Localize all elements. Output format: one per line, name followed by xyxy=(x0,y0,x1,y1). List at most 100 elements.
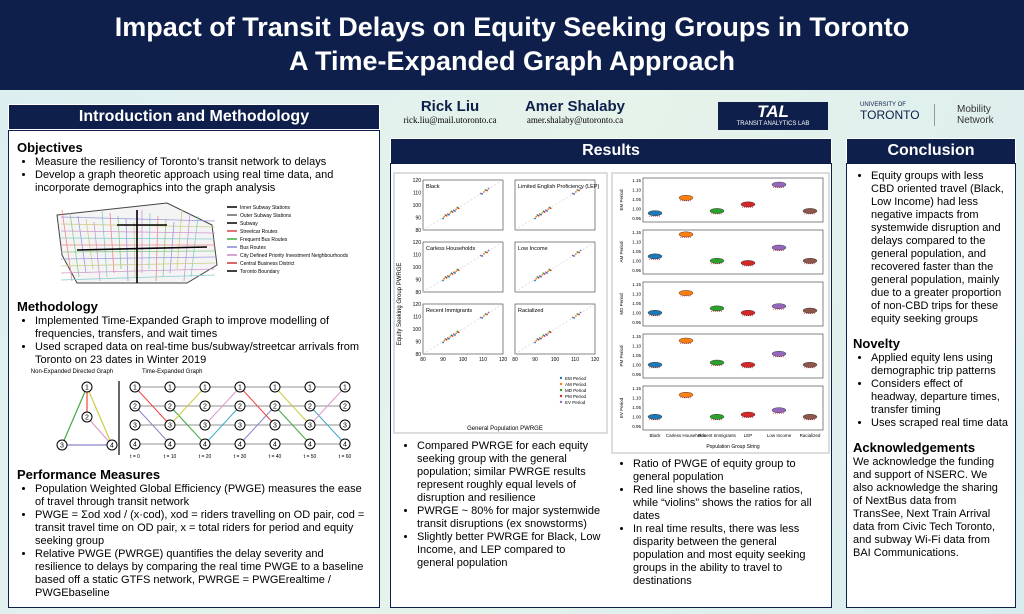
node xyxy=(129,419,141,431)
edge xyxy=(169,405,206,445)
node-label: 2 xyxy=(273,404,277,411)
dot xyxy=(481,255,484,257)
tick-label: 0.95 xyxy=(632,372,641,377)
dot xyxy=(578,189,580,192)
tick-label: 1.10 xyxy=(632,240,641,245)
figure-title: Time-Expanded Graph xyxy=(142,369,202,375)
dot xyxy=(546,334,548,336)
tick-label: Low Income xyxy=(767,433,792,438)
node-label: 3 xyxy=(60,443,64,450)
time-label: t = 20 xyxy=(199,454,212,459)
tick-label: 1.05 xyxy=(632,405,641,410)
author-email: rick.liu@mail.utoronto.ca xyxy=(403,115,497,125)
axis-label: Population Group String xyxy=(706,444,760,450)
violin xyxy=(740,260,756,266)
bullet: Slightly better PWRGE for Black, Low Inc… xyxy=(417,531,604,570)
section-heading: Introduction and Methodology xyxy=(8,104,380,130)
dot xyxy=(573,317,576,319)
tick-label: Black xyxy=(649,433,661,438)
dot xyxy=(445,276,448,279)
node xyxy=(164,381,176,393)
violin xyxy=(678,391,694,398)
node xyxy=(234,419,246,431)
route xyxy=(85,218,94,270)
node xyxy=(339,438,351,450)
bullets: Population Weighted Global Efficiency (P… xyxy=(17,483,371,600)
time-label: t = 30 xyxy=(234,454,247,459)
dot xyxy=(537,338,540,341)
violin xyxy=(740,361,756,368)
dot xyxy=(546,272,548,274)
route xyxy=(125,218,129,282)
edge xyxy=(134,386,171,426)
dot xyxy=(443,339,446,342)
author: Rick Liu rick.liu@mail.utoronto.ca xyxy=(400,98,500,125)
tick-label: 1.00 xyxy=(632,311,641,316)
violin-panel xyxy=(642,385,824,431)
dot xyxy=(549,269,552,272)
edge xyxy=(204,405,241,445)
tick-label: 1.00 xyxy=(632,415,641,420)
dot xyxy=(442,217,444,220)
dot xyxy=(449,336,452,338)
legend-dot xyxy=(559,376,563,380)
violin xyxy=(802,307,818,314)
dot xyxy=(448,275,450,278)
tick-label: 1.10 xyxy=(632,344,641,349)
bullet: Considers effect of headway, departure t… xyxy=(871,378,1009,417)
route xyxy=(60,237,216,240)
node-label: 1 xyxy=(308,385,312,392)
tick-label: 80 xyxy=(415,228,421,234)
node xyxy=(56,439,68,451)
dot xyxy=(457,269,460,272)
subway xyxy=(76,210,208,283)
logo-text: UNIVERSITY OF xyxy=(860,102,906,108)
bullet: Uses scraped real time data xyxy=(871,417,1009,430)
panel-label: Recent Immigrants xyxy=(426,308,472,314)
dot xyxy=(535,277,538,280)
tick-label: 110 xyxy=(413,253,421,259)
tick-label: 1.05 xyxy=(632,249,641,254)
tick-label: 100 xyxy=(551,357,560,363)
node-label: 1 xyxy=(273,385,277,392)
dot xyxy=(537,276,540,279)
bullets: Compared PWRGE for each equity seeking g… xyxy=(399,440,604,570)
logo-text: TORONTO xyxy=(860,108,920,122)
node-label: 1 xyxy=(203,385,207,392)
dot xyxy=(541,336,544,338)
route xyxy=(60,256,216,260)
node-label: 2 xyxy=(203,404,207,411)
route xyxy=(60,274,216,281)
mobility-logo: Mobility Network xyxy=(934,104,1014,126)
edge xyxy=(86,416,113,446)
tick-label: 0.95 xyxy=(632,320,641,325)
dot xyxy=(449,212,452,214)
dot xyxy=(482,315,485,317)
legend-dot xyxy=(559,382,563,386)
dot xyxy=(579,249,582,252)
tick-label: 0.95 xyxy=(632,268,641,273)
tick-label: 90 xyxy=(415,216,421,222)
dot xyxy=(448,213,450,216)
legend-label: Streetcar Routes xyxy=(240,229,278,235)
node-label: 4 xyxy=(308,442,312,449)
node xyxy=(199,438,211,450)
dot xyxy=(578,251,580,254)
dot xyxy=(487,311,490,314)
dot xyxy=(455,332,458,335)
bullet: In real time results, there was less dis… xyxy=(633,523,827,588)
node xyxy=(164,400,176,412)
node-label: 3 xyxy=(273,423,277,430)
node-label: 4 xyxy=(110,443,114,450)
tick-label: LEP xyxy=(744,433,753,438)
panel-label: Black xyxy=(426,184,440,190)
legend-dot xyxy=(559,388,563,392)
legend-label: EV Period xyxy=(565,400,586,405)
route xyxy=(109,212,115,274)
node-label: 2 xyxy=(238,404,242,411)
violin xyxy=(709,258,725,264)
node-label: 4 xyxy=(133,442,137,449)
tick-label: 1.15 xyxy=(632,334,641,339)
node xyxy=(269,419,281,431)
dot xyxy=(576,189,579,191)
